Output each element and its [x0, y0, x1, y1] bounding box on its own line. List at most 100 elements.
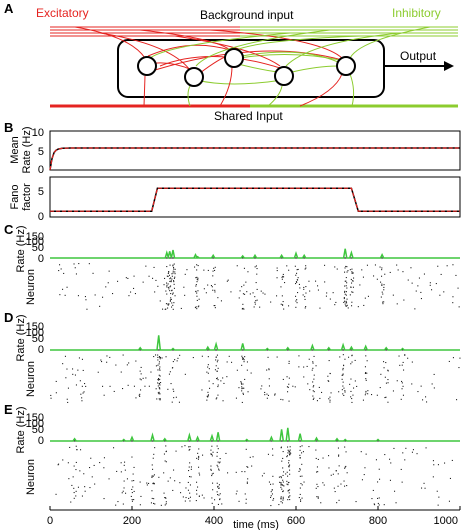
spike-c-36 [130, 291, 132, 293]
spike-d-289 [313, 397, 315, 399]
spike-c-91 [457, 287, 459, 289]
spike-c-138 [220, 300, 222, 302]
spike-c-174 [166, 293, 168, 295]
spike-d-187 [157, 392, 159, 394]
spike-d-343 [365, 355, 367, 357]
spike-e-269 [216, 491, 218, 493]
spike-e-244 [196, 457, 198, 459]
spike-e-238 [189, 462, 191, 464]
spike-d-125 [383, 361, 385, 363]
spike-c-365 [381, 269, 383, 271]
conn-4-2 [195, 79, 283, 85]
spike-c-375 [381, 291, 383, 293]
raster-d-spikes [50, 354, 461, 403]
spike-e-59 [184, 500, 186, 502]
rate-e-tick-100: 100 [26, 418, 44, 430]
spike-c-295 [295, 300, 297, 302]
spike-e-118 [151, 476, 153, 478]
spike-d-195 [157, 356, 159, 358]
spike-e-311 [273, 498, 275, 500]
spike-d-228 [208, 368, 210, 370]
spike-c-270 [243, 284, 245, 286]
spike-d-73 [236, 369, 238, 371]
spike-e-33 [120, 462, 122, 464]
spike-e-292 [216, 482, 218, 484]
spike-e-276 [217, 466, 219, 468]
rate-e-trace [50, 427, 460, 442]
spike-c-38 [77, 295, 79, 297]
spike-c-146 [414, 308, 416, 310]
spike-c-226 [174, 273, 176, 275]
spike-e-381 [299, 457, 301, 459]
spike-c-355 [352, 272, 354, 274]
spike-c-288 [281, 278, 283, 280]
mean-rate-axes: 0 5 10 Mean Rate (Hz) [9, 126, 461, 176]
spike-e-370 [289, 464, 291, 466]
spike-e-49 [432, 476, 434, 478]
spike-c-152 [205, 292, 207, 294]
spike-e-163 [164, 504, 166, 506]
spike-e-303 [270, 483, 272, 485]
spike-d-247 [217, 394, 219, 396]
spike-e-39 [126, 478, 128, 480]
spike-e-407 [317, 471, 319, 473]
shared-to-neurons [143, 65, 355, 107]
spike-c-360 [352, 280, 354, 282]
spike-d-67 [250, 372, 252, 374]
spike-e-161 [197, 452, 199, 454]
spike-c-15 [380, 296, 382, 298]
spike-d-260 [242, 383, 244, 385]
spike-c-53 [264, 293, 266, 295]
spike-d-354 [385, 362, 387, 364]
spike-c-250 [196, 308, 198, 310]
spike-e-104 [278, 504, 280, 506]
spike-c-303 [295, 295, 297, 297]
spike-c-289 [281, 295, 283, 297]
spike-c-343 [346, 298, 348, 300]
rate-e-ylabel: Rate (Hz) [15, 406, 27, 453]
spike-d-283 [288, 360, 290, 362]
spike-e-412 [337, 473, 339, 475]
spike-e-34 [395, 502, 397, 504]
bg-in-1b [149, 32, 291, 59]
panel-letter-c: C [4, 222, 14, 237]
spike-e-139 [363, 474, 365, 476]
spike-e-10 [89, 467, 91, 469]
spike-d-6 [83, 391, 85, 393]
spike-d-329 [350, 390, 352, 392]
spike-d-282 [288, 377, 290, 379]
spike-c-164 [88, 263, 90, 265]
x-axis: 0 200 400 600 800 1000 time (ms) [47, 506, 461, 530]
spike-c-108 [329, 298, 331, 300]
spike-e-231 [190, 468, 192, 470]
spike-d-299 [311, 369, 313, 371]
spike-e-23 [371, 498, 373, 500]
spike-e-217 [164, 497, 166, 499]
spike-e-172 [75, 490, 77, 492]
spike-c-374 [381, 275, 383, 277]
spike-e-21 [173, 469, 175, 471]
spike-e-406 [316, 496, 318, 498]
spike-e-408 [315, 487, 317, 489]
spike-c-3 [84, 296, 86, 298]
spike-c-110 [259, 306, 261, 308]
spike-c-212 [172, 308, 174, 310]
spike-e-417 [335, 470, 337, 472]
spike-d-131 [85, 385, 87, 387]
spike-d-215 [159, 393, 161, 395]
spike-c-301 [295, 274, 297, 276]
spike-d-312 [342, 354, 344, 356]
spike-d-318 [342, 381, 344, 383]
spike-d-28 [303, 376, 305, 378]
spike-c-284 [281, 276, 283, 278]
spike-d-290 [312, 367, 314, 369]
spike-e-347 [288, 492, 290, 494]
spike-c-299 [296, 281, 298, 283]
spike-c-323 [344, 300, 346, 302]
spike-c-107 [308, 280, 310, 282]
spike-e-333 [282, 484, 284, 486]
rate-d-tick-0: 0 [38, 344, 44, 356]
spike-d-223 [206, 371, 208, 373]
spike-e-148 [267, 453, 269, 455]
spike-c-206 [169, 286, 171, 288]
